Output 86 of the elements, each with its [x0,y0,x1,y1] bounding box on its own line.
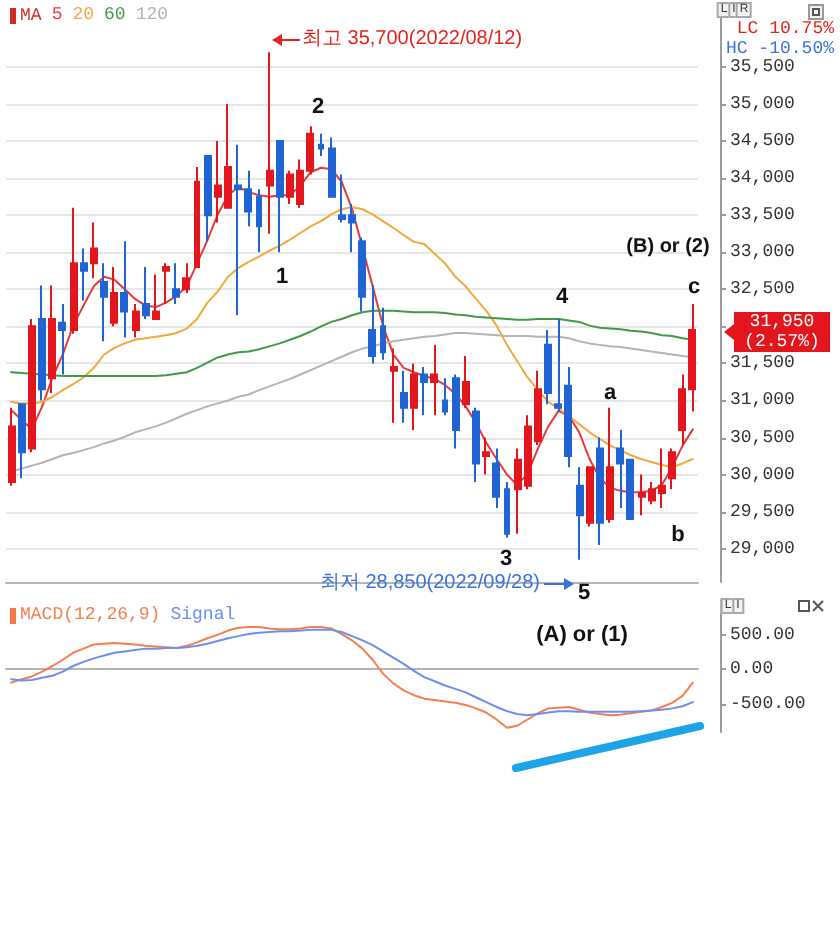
candlestick [58,303,66,376]
candlestick [668,447,676,491]
candlestick [48,284,56,395]
candlestick [430,343,438,417]
y-tick-label: 34,000 [730,168,795,189]
candlestick [28,317,36,454]
candlestick [586,466,594,528]
annotation: b [671,523,685,547]
annotation: (A) or (1) [536,623,628,647]
candlestick [410,362,418,432]
annotation: 1 [275,265,289,289]
candlestick [132,303,140,339]
candlestick [328,136,336,198]
candlestick [162,262,170,306]
candlestick [472,406,480,483]
candlestick [172,262,180,306]
line-series [10,332,694,473]
text: 31,950 (2.57%) [734,312,830,352]
candlestick [606,406,614,524]
y-tick-label: 31,500 [730,353,795,374]
y-tick-label: 31,000 [730,390,795,411]
y-tick-label: 30,500 [730,427,795,448]
candlestick [256,188,262,254]
y-tick-label: 30,000 [730,464,795,485]
y-tick-label: 500.00 [730,624,795,645]
annotation: c [687,275,701,299]
candlestick [276,140,284,254]
candlestick [358,236,366,313]
annotation: 4 [555,285,569,309]
text: HC -10.50% [725,39,834,59]
y-tick-label: 29,500 [730,501,795,522]
candlestick [38,284,46,402]
y-tick-label: 29,000 [730,538,795,559]
candlestick [8,406,16,487]
candlestick [420,366,428,417]
candlestick [318,132,324,157]
annotation: 최저 28,850(2022/09/28) [319,572,540,594]
candlestick [380,306,386,361]
annotation: a [603,381,617,405]
text: 120 [135,5,169,25]
annotation: 5 [577,581,591,605]
series-label: Signal [170,605,236,625]
candlestick [368,284,376,365]
candlestick [596,436,604,546]
candlestick [120,240,128,339]
candlestick [482,436,490,476]
candlestick [90,221,98,280]
candlestick [462,354,470,409]
y-tick-label: 33,000 [730,242,795,263]
line-series [10,309,694,377]
text: LC 10.75% [736,19,834,39]
candlestick [194,166,200,269]
candlestick [452,373,460,450]
candlestick [182,262,190,294]
y-tick-label: 0.00 [730,659,774,680]
candlestick [400,369,408,424]
annotation: 최고 35,700(2022/08/12) [302,28,523,50]
y-tick-label: 35,000 [730,94,795,115]
candlestick [100,262,108,343]
text: 5 [51,5,63,25]
legend-label: MACD(12,26,9) [20,605,161,625]
y-tick-label: 34,500 [730,131,795,152]
candlestick [390,347,398,424]
candlestick [70,206,78,335]
candlestick [576,466,584,561]
candlestick [544,329,552,406]
candlestick [18,403,26,480]
text: 20 [72,5,95,25]
candlestick [442,377,448,417]
text: 60 [104,5,126,25]
candlestick [142,266,150,320]
candlestick [492,447,500,509]
candlestick [110,266,118,328]
candlestick [204,154,212,243]
y-tick-label: -500.00 [730,694,806,715]
candlestick [504,480,510,539]
legend-title: MA [20,6,42,26]
y-tick-label: 33,500 [730,205,795,226]
annotation: (B) or (2) [626,236,710,258]
annotation: 3 [499,547,513,571]
candlestick [266,51,274,235]
candlestick [80,247,88,302]
annotation: 2 [311,95,325,119]
candlestick [152,273,160,320]
y-tick-label: 35,500 [730,56,795,77]
y-tick-label: 32,500 [730,279,795,300]
